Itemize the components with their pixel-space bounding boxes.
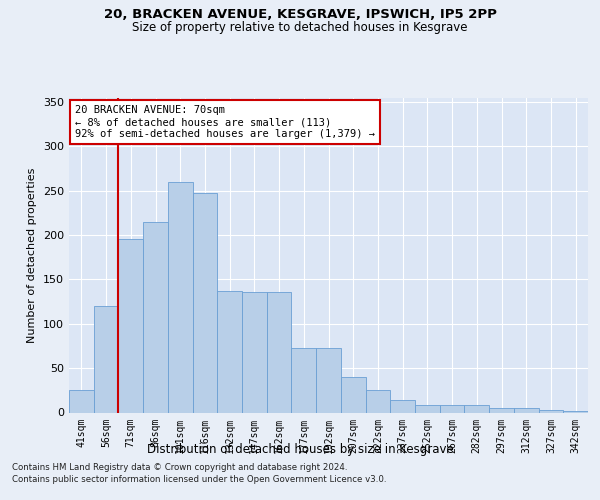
Bar (94, 306, 118, 412)
Bar (143, 222, 168, 412)
Bar (464, 406, 489, 412)
Bar (514, 408, 539, 412)
Bar (539, 410, 563, 412)
Bar (316, 348, 341, 412)
Text: Contains HM Land Registry data © Crown copyright and database right 2024.: Contains HM Land Registry data © Crown c… (12, 462, 347, 471)
Bar (217, 291, 242, 412)
Bar (267, 292, 292, 412)
Bar (242, 292, 267, 412)
Bar (365, 390, 390, 412)
Bar (440, 404, 464, 412)
Text: Distribution of detached houses by size in Kesgrave: Distribution of detached houses by size … (146, 442, 454, 456)
Bar (168, 182, 193, 412)
Bar (390, 400, 415, 412)
Text: 20, BRACKEN AVENUE, KESGRAVE, IPSWICH, IP5 2PP: 20, BRACKEN AVENUE, KESGRAVE, IPSWICH, I… (104, 8, 496, 20)
Text: Size of property relative to detached houses in Kesgrave: Size of property relative to detached ho… (132, 21, 468, 34)
Text: Contains public sector information licensed under the Open Government Licence v3: Contains public sector information licen… (12, 475, 386, 484)
Bar (563, 410, 588, 412)
Bar (193, 194, 217, 412)
Bar (415, 404, 440, 412)
Bar (341, 377, 365, 412)
Text: 20 BRACKEN AVENUE: 70sqm
← 8% of detached houses are smaller (113)
92% of semi-d: 20 BRACKEN AVENUE: 70sqm ← 8% of detache… (75, 106, 375, 138)
Bar (489, 408, 514, 412)
Bar (118, 240, 143, 412)
Bar (69, 390, 94, 412)
Bar (292, 348, 316, 412)
Y-axis label: Number of detached properties: Number of detached properties (28, 168, 37, 342)
